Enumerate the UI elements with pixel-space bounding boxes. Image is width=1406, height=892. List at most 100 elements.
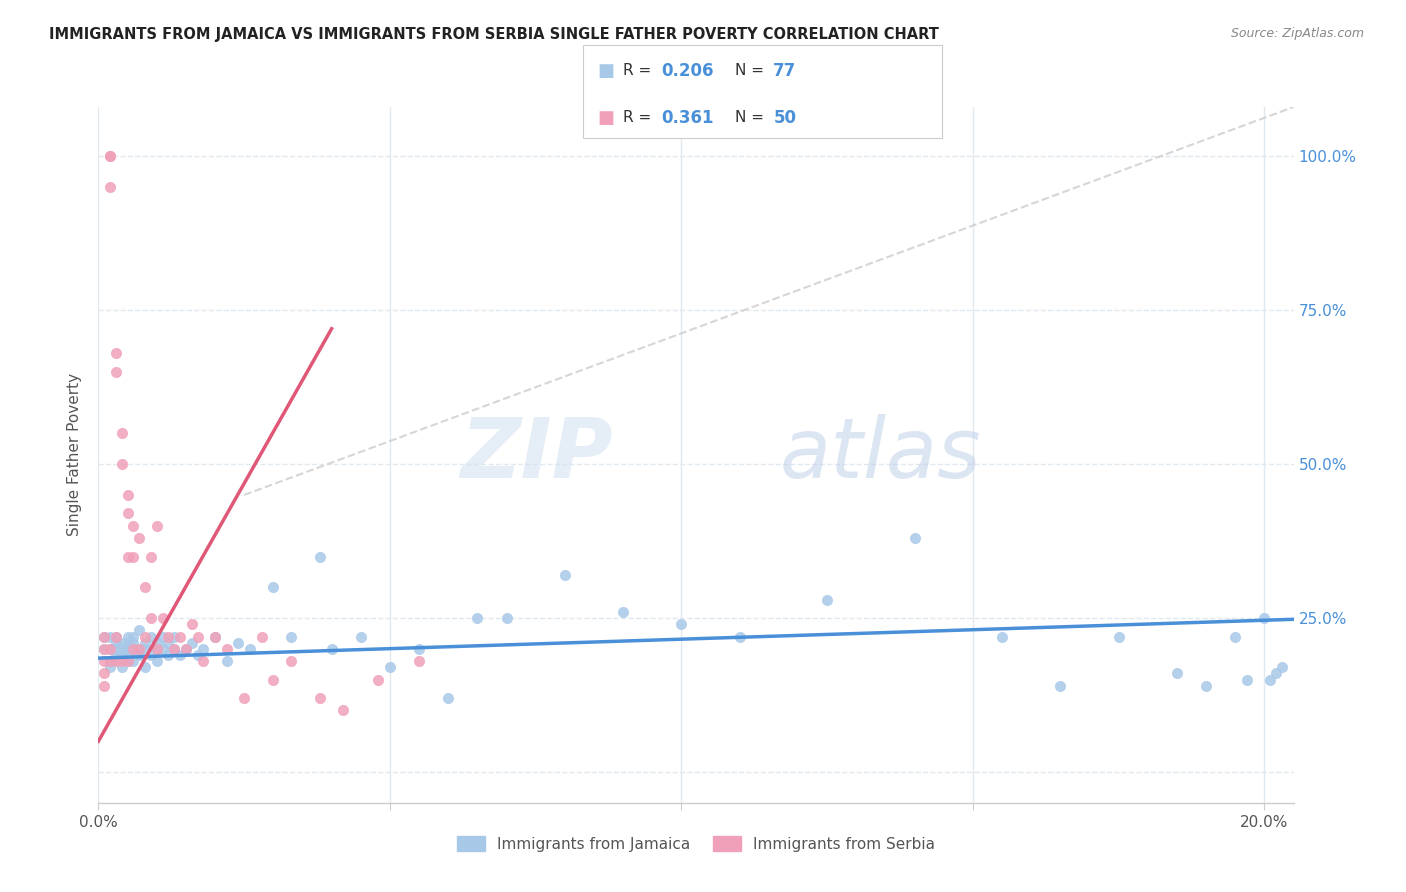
Point (122, 641, 145, 656)
Text: IMMIGRANTS FROM JAMAICA VS IMMIGRANTS FROM SERBIA SINGLE FATHER POVERTY CORRELAT: IMMIGRANTS FROM JAMAICA VS IMMIGRANTS FR… (49, 27, 939, 42)
Text: ■: ■ (598, 62, 614, 79)
Text: N =: N = (735, 63, 769, 78)
Point (117, 488, 139, 502)
Point (163, 641, 186, 656)
Point (186, 648, 208, 662)
Point (1166, 666, 1188, 681)
Point (332, 703, 354, 717)
Text: 0.206: 0.206 (661, 62, 713, 79)
Point (204, 630, 226, 644)
Text: R =: R = (623, 63, 657, 78)
Point (174, 641, 197, 656)
Point (111, 660, 134, 674)
Point (98, 180, 121, 194)
Point (1265, 666, 1288, 681)
Point (1225, 630, 1247, 644)
Point (152, 611, 174, 625)
Point (98, 641, 121, 656)
Point (193, 641, 215, 656)
Text: R =: R = (623, 110, 657, 125)
Point (228, 636, 250, 650)
Point (122, 654, 145, 668)
Point (152, 630, 174, 644)
Point (262, 673, 284, 687)
Point (134, 580, 156, 594)
Point (104, 346, 127, 360)
Point (233, 691, 256, 706)
Point (280, 654, 302, 668)
Point (309, 549, 332, 564)
Point (157, 636, 180, 650)
Point (408, 641, 430, 656)
Point (262, 580, 284, 594)
Point (350, 630, 373, 644)
Point (186, 630, 208, 644)
Point (169, 630, 191, 644)
Text: 77: 77 (773, 62, 797, 79)
Point (98, 149, 121, 163)
Point (1258, 673, 1281, 687)
Point (104, 641, 127, 656)
Text: 50: 50 (773, 109, 796, 127)
Point (104, 654, 127, 668)
Point (991, 630, 1014, 644)
Point (98, 641, 121, 656)
Y-axis label: Single Father Poverty: Single Father Poverty (67, 374, 83, 536)
Point (104, 648, 127, 662)
Point (215, 654, 238, 668)
Point (93, 641, 115, 656)
Point (122, 630, 145, 644)
Point (104, 365, 127, 379)
Point (250, 630, 273, 644)
Point (321, 641, 343, 656)
Point (1049, 679, 1071, 693)
Point (117, 630, 139, 644)
Point (93, 641, 115, 656)
Point (111, 641, 134, 656)
Point (180, 636, 202, 650)
Point (117, 549, 139, 564)
Point (134, 636, 156, 650)
Point (122, 641, 145, 656)
Point (139, 611, 162, 625)
Point (157, 630, 180, 644)
Text: 0.361: 0.361 (661, 109, 713, 127)
Point (98, 654, 121, 668)
Point (437, 691, 460, 706)
Point (111, 426, 134, 441)
Point (309, 691, 332, 706)
Point (93, 679, 115, 693)
Point (169, 648, 191, 662)
Point (128, 624, 150, 638)
Point (408, 654, 430, 668)
Point (98, 660, 121, 674)
Point (1108, 630, 1130, 644)
Point (93, 630, 115, 644)
Point (1271, 660, 1294, 674)
Point (128, 641, 150, 656)
Point (128, 531, 150, 545)
Point (98, 630, 121, 644)
Point (495, 611, 517, 625)
Point (1236, 673, 1258, 687)
Point (122, 549, 145, 564)
Point (367, 673, 389, 687)
Point (1253, 611, 1275, 625)
Point (111, 648, 134, 662)
Point (128, 648, 150, 662)
Point (104, 630, 127, 644)
Point (280, 630, 302, 644)
Point (104, 654, 127, 668)
Point (145, 654, 167, 668)
Point (117, 648, 139, 662)
Point (111, 654, 134, 668)
Point (117, 636, 139, 650)
Point (612, 605, 634, 619)
Point (117, 654, 139, 668)
Point (1195, 679, 1218, 693)
Point (152, 641, 174, 656)
Point (163, 641, 186, 656)
Point (163, 630, 186, 644)
Text: N =: N = (735, 110, 769, 125)
Point (93, 654, 115, 668)
